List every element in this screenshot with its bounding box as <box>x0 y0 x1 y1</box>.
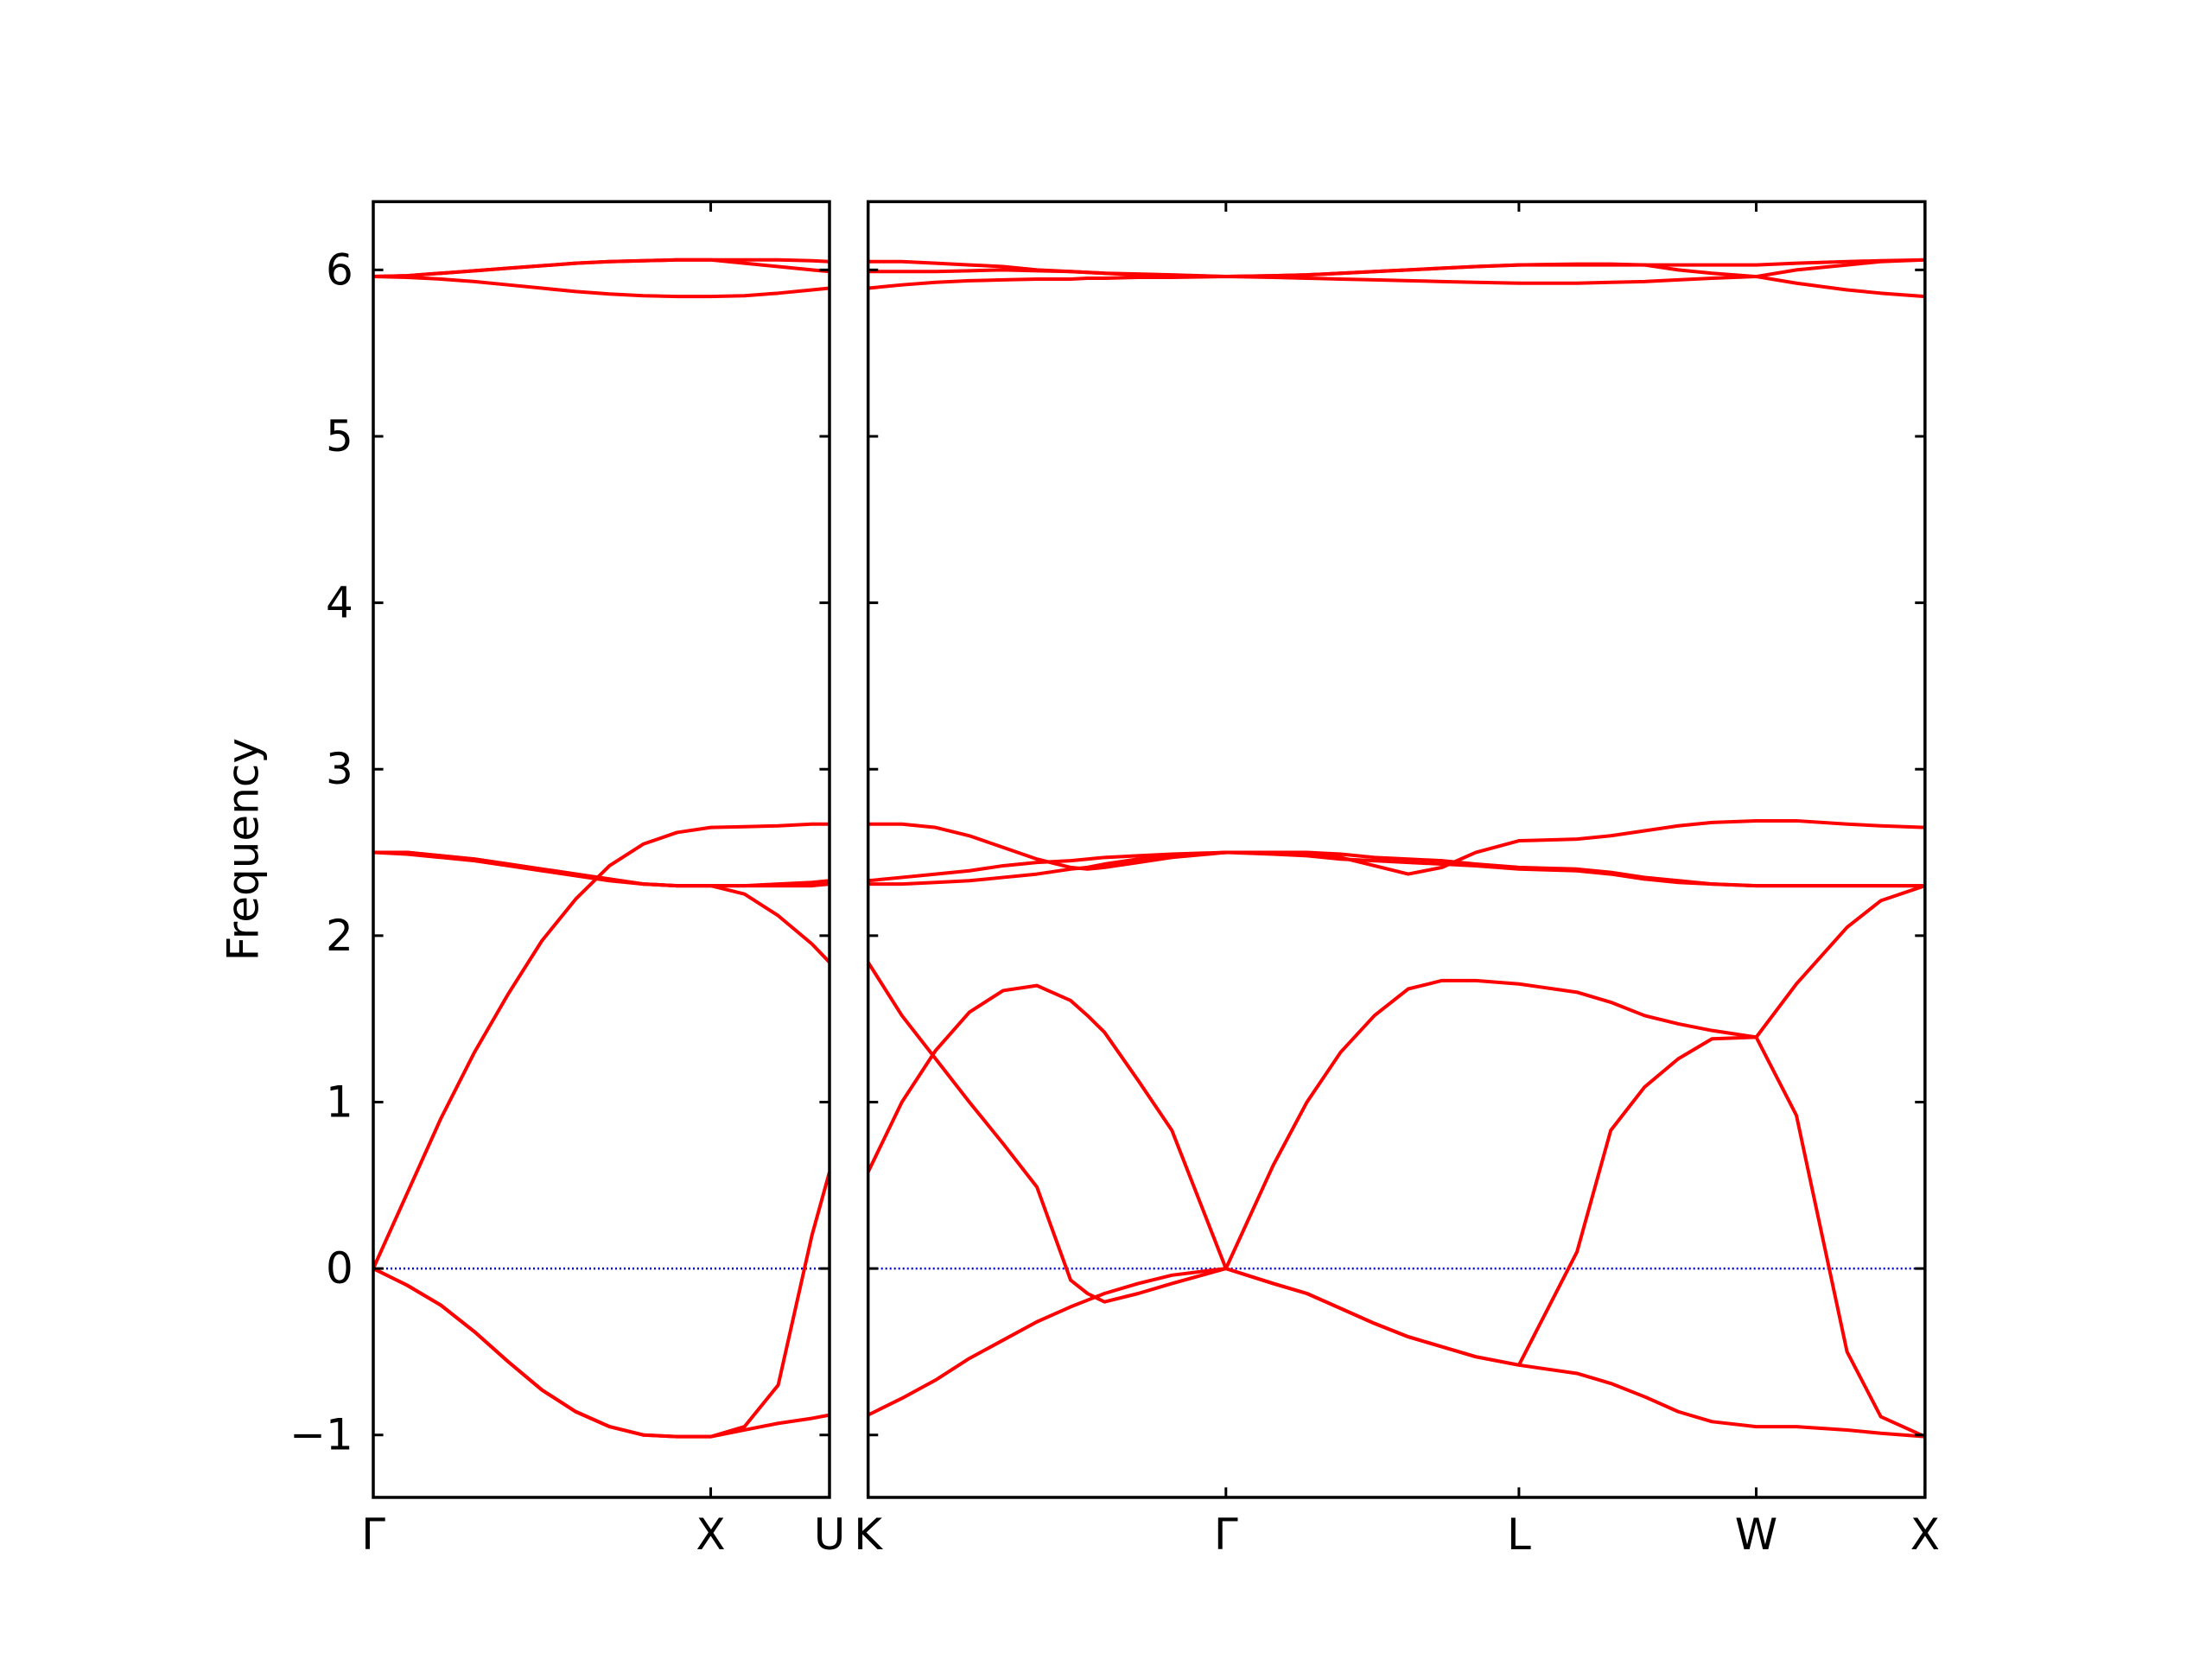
x-tick-label: Γ <box>361 1510 385 1560</box>
band-line <box>373 850 830 888</box>
y-tick-label: 6 <box>326 245 353 295</box>
band-line <box>868 850 1925 888</box>
band-line <box>867 961 1926 1439</box>
axes-frame <box>866 200 1927 1499</box>
band-line <box>868 257 1925 279</box>
x-tick-label: Γ <box>1214 1510 1238 1560</box>
axes-frame <box>372 200 831 1499</box>
band-line <box>372 257 830 279</box>
band-line <box>372 1267 830 1439</box>
x-tick-label: W <box>1735 1510 1777 1560</box>
y-tick-label: 0 <box>326 1243 353 1294</box>
x-tick-label: K <box>854 1510 883 1560</box>
y-tick-label: −1 <box>289 1410 353 1460</box>
y-tick-label: 4 <box>326 578 353 628</box>
x-tick-label: L <box>1507 1510 1531 1560</box>
band-line <box>372 850 831 964</box>
x-tick-label: X <box>696 1510 725 1560</box>
band-line <box>372 275 830 299</box>
x-tick-label: U <box>814 1510 846 1560</box>
band-line <box>372 1171 831 1439</box>
y-tick-label: 5 <box>326 411 353 461</box>
band-line <box>867 1035 1926 1439</box>
y-axis-label: Frequency <box>218 738 268 961</box>
band-line <box>866 884 1926 1271</box>
y-tick-label: 2 <box>326 911 353 961</box>
band-line <box>372 822 830 1269</box>
band-line <box>868 275 1926 299</box>
band-line <box>868 818 1925 876</box>
x-tick-label: X <box>1910 1510 1940 1560</box>
y-tick-label: 3 <box>326 744 353 794</box>
y-tick-label: 1 <box>326 1077 353 1127</box>
